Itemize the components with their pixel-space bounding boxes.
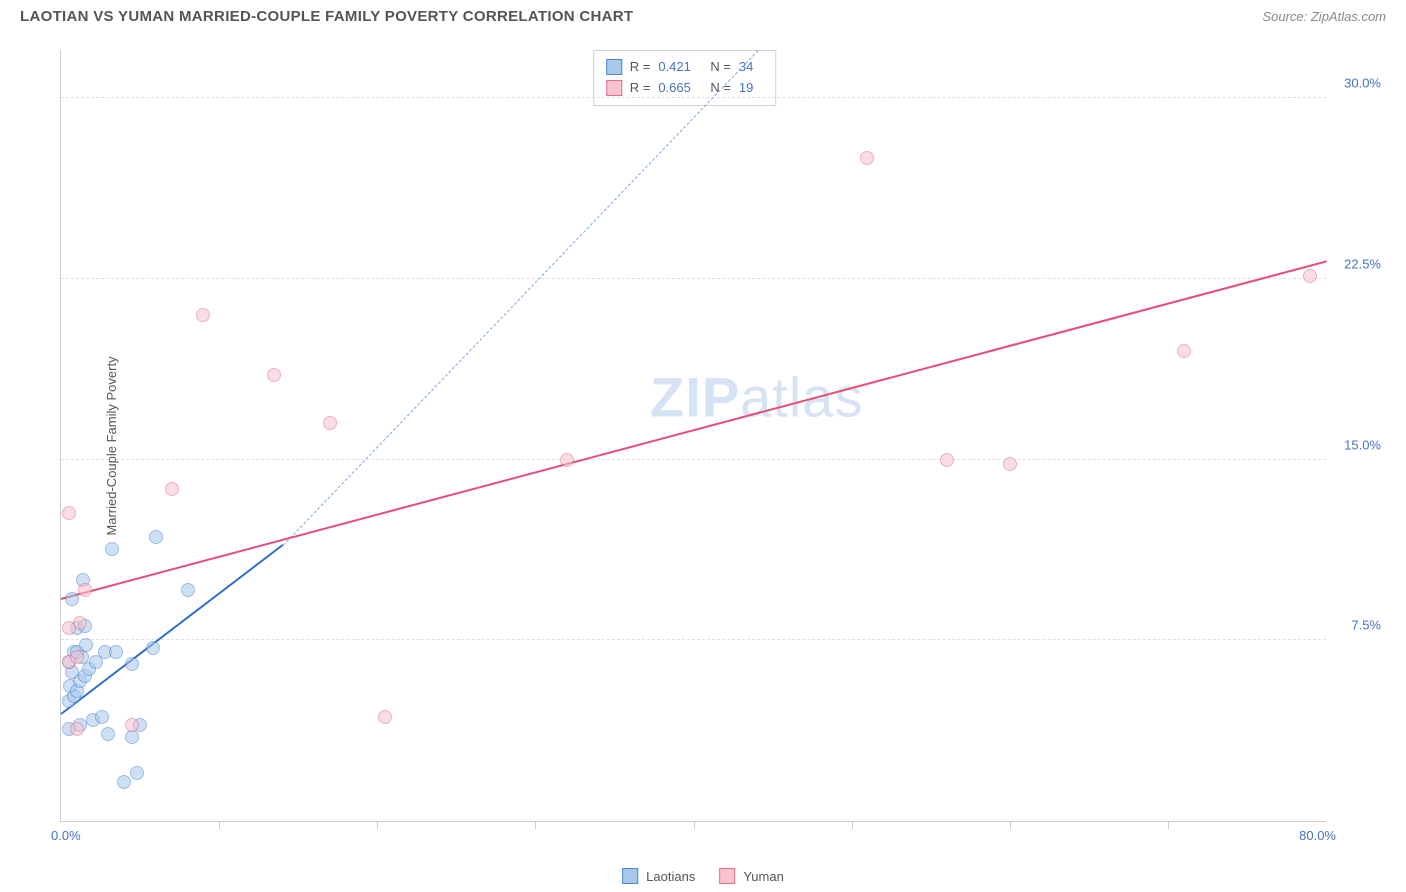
scatter-point <box>79 638 93 652</box>
series-legend: Laotians Yuman <box>622 868 784 884</box>
gridline <box>61 639 1326 640</box>
n-value-yuman: 19 <box>739 78 763 99</box>
x-tick <box>219 821 220 829</box>
r-value-yuman: 0.665 <box>658 78 702 99</box>
scatter-point <box>73 616 87 630</box>
y-tick-label: 15.0% <box>1344 437 1381 452</box>
plot-area: ZIPatlas R = 0.421 N = 34 R = 0.665 N = … <box>60 50 1326 822</box>
scatter-point <box>1003 457 1017 471</box>
scatter-point <box>95 710 109 724</box>
legend-label-laotians: Laotians <box>646 869 695 884</box>
x-tick <box>852 821 853 829</box>
x-tick <box>1168 821 1169 829</box>
trend-line <box>282 50 757 545</box>
chart-header: LAOTIAN VS YUMAN MARRIED-COUPLE FAMILY P… <box>0 0 1406 29</box>
scatter-point <box>125 718 139 732</box>
swatch-laotians <box>606 59 622 75</box>
scatter-point <box>62 506 76 520</box>
scatter-point <box>149 530 163 544</box>
scatter-point <box>130 766 144 780</box>
scatter-point <box>105 542 119 556</box>
chart-container: Married-Couple Family Poverty ZIPatlas R… <box>50 40 1386 852</box>
x-tick <box>1010 821 1011 829</box>
legend-swatch-yuman <box>719 868 735 884</box>
scatter-point <box>1177 344 1191 358</box>
y-tick-label: 22.5% <box>1344 256 1381 271</box>
scatter-point <box>117 775 131 789</box>
scatter-point <box>181 583 195 597</box>
legend-item-laotians: Laotians <box>622 868 695 884</box>
scatter-point <box>860 151 874 165</box>
gridline <box>61 97 1326 98</box>
scatter-point <box>125 730 139 744</box>
watermark: ZIPatlas <box>650 364 863 429</box>
scatter-point <box>78 583 92 597</box>
scatter-point <box>323 416 337 430</box>
y-tick-label: 30.0% <box>1344 76 1381 91</box>
x-tick <box>377 821 378 829</box>
legend-swatch-laotians <box>622 868 638 884</box>
scatter-point <box>146 641 160 655</box>
scatter-point <box>70 650 84 664</box>
scatter-point <box>267 368 281 382</box>
scatter-point <box>165 482 179 496</box>
r-label: R = <box>630 57 651 78</box>
watermark-bold: ZIP <box>650 365 740 428</box>
legend-label-yuman: Yuman <box>743 869 783 884</box>
scatter-point <box>1303 269 1317 283</box>
gridline <box>61 459 1326 460</box>
gridline <box>61 278 1326 279</box>
x-axis-max-label: 80.0% <box>1299 828 1336 843</box>
scatter-point <box>109 645 123 659</box>
stats-row-yuman: R = 0.665 N = 19 <box>606 78 763 99</box>
chart-source: Source: ZipAtlas.com <box>1262 9 1386 24</box>
chart-title: LAOTIAN VS YUMAN MARRIED-COUPLE FAMILY P… <box>20 8 633 25</box>
x-axis-min-label: 0.0% <box>51 828 81 843</box>
r-value-laotians: 0.421 <box>658 57 702 78</box>
scatter-point <box>101 727 115 741</box>
scatter-point <box>196 308 210 322</box>
scatter-point <box>65 592 79 606</box>
trend-line <box>61 260 1328 600</box>
x-tick <box>535 821 536 829</box>
scatter-point <box>125 657 139 671</box>
scatter-point <box>560 453 574 467</box>
legend-item-yuman: Yuman <box>719 868 783 884</box>
scatter-point <box>378 710 392 724</box>
x-tick <box>694 821 695 829</box>
n-label: N = <box>710 57 731 78</box>
swatch-yuman <box>606 80 622 96</box>
r-label: R = <box>630 78 651 99</box>
watermark-light: atlas <box>740 365 863 428</box>
scatter-point <box>940 453 954 467</box>
y-tick-label: 7.5% <box>1351 618 1381 633</box>
scatter-point <box>70 722 84 736</box>
